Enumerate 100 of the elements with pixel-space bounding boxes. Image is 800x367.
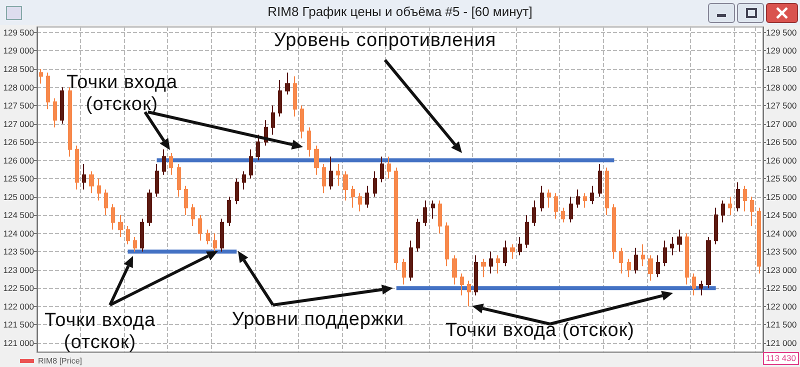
y2-tick-label: 128 500 [766,64,797,74]
candlestick [605,167,609,216]
candlestick [445,222,449,267]
candlestick [721,200,725,223]
candlestick [387,156,391,180]
candlestick [503,240,507,267]
candlestick [489,251,493,274]
candlestick [220,218,224,252]
y2-tick-label: 122 500 [766,283,797,294]
candlestick [75,145,79,190]
y2-tick-label: 127 500 [766,100,797,111]
y-tick-label: 126 000 [3,155,34,166]
candlestick [336,163,340,186]
y-tick-label: 129 500 [3,27,34,38]
candlestick [97,178,101,201]
candlestick [39,68,43,84]
text: 113 430 [762,352,799,365]
candlestick [467,280,471,307]
y-tick-label: 124 500 [3,210,34,220]
candlestick [343,170,348,201]
candlestick [561,207,565,223]
candlestick [351,185,355,208]
candlestick [213,232,217,252]
y2-tick-label: 123 500 [766,246,797,257]
y2-tick-label: 122 000 [766,301,797,312]
y-tick-label: 128 500 [3,64,34,74]
candlestick [307,126,311,158]
y-tick-label: 128 000 [3,82,34,92]
candlestick [685,232,689,285]
candlestick [256,134,260,161]
candlestick [380,156,384,183]
candlestick [162,148,166,176]
y-tick-label: 125 500 [3,174,34,184]
candlestick [540,185,544,212]
candlestick [104,189,108,216]
candlestick [278,79,282,117]
chart-title: RIM8 График цены и объёма #5 - [60 минут] [266,4,534,19]
candlestick [431,200,435,220]
candlestick [677,229,682,252]
candlestick [147,189,152,227]
candlestick [300,105,304,139]
candlestick [728,196,732,216]
candlestick [619,247,623,274]
candlestick [89,170,94,194]
candlestick [750,196,754,227]
candlestick [409,240,413,282]
candlestick [118,214,123,238]
candlestick [736,182,740,212]
candlestick [235,178,239,205]
candlestick [438,200,442,234]
y2-tick-label: 125 000 [766,192,797,202]
candlestick [547,189,551,208]
candlestick [46,72,50,110]
candlestick [663,240,667,267]
y-tick-label: 126 500 [3,137,34,148]
candlestick [329,156,333,190]
y-tick-label: 129 000 [3,46,34,56]
annotation: Точки входа (отскок) [66,72,178,116]
candlestick [111,204,115,230]
candlestick [583,192,587,208]
candlestick [757,207,761,274]
candlestick [634,247,638,274]
y2-tick-label: 129 000 [766,46,797,56]
candlestick [60,86,64,124]
y-tick-label: 122 000 [3,301,34,312]
candlestick [452,254,457,285]
y-tick-label: 127 500 [3,100,34,111]
candlestick [155,163,159,198]
y2-tick-label: 121 500 [766,320,797,330]
candlestick [743,185,747,212]
candlestick [249,148,253,180]
candlestick [416,218,420,252]
y2-tick-label: 127 000 [766,118,797,129]
candlestick [314,145,319,176]
candlestick [358,192,362,212]
annotation: Точки входа (отскок) [445,320,635,342]
candlestick [68,86,72,158]
candlestick [670,236,674,256]
candlestick [460,272,464,296]
candlestick [481,258,486,278]
candlestick [242,170,246,190]
y2-tick-label: 129 500 [766,27,797,38]
candlestick [656,254,660,278]
candlestick [706,236,711,289]
y-tick-label: 121 000 [3,338,34,348]
candlestick [692,272,696,296]
candlestick [365,185,369,208]
candlestick [598,163,602,198]
y-tick-label: 123 000 [3,264,34,275]
candlestick [518,236,522,256]
candlestick [227,196,231,227]
candlestick [373,170,377,198]
y2-tick-label: 126 500 [766,137,797,148]
candlestick [714,207,718,245]
y2-tick-label: 123 000 [766,264,797,275]
y2-tick-label: 128 000 [766,82,797,92]
candlestick [423,200,427,227]
candlestick [510,244,515,260]
y2-tick-label: 121 000 [766,338,797,348]
y-tick-label: 122 500 [3,283,34,294]
